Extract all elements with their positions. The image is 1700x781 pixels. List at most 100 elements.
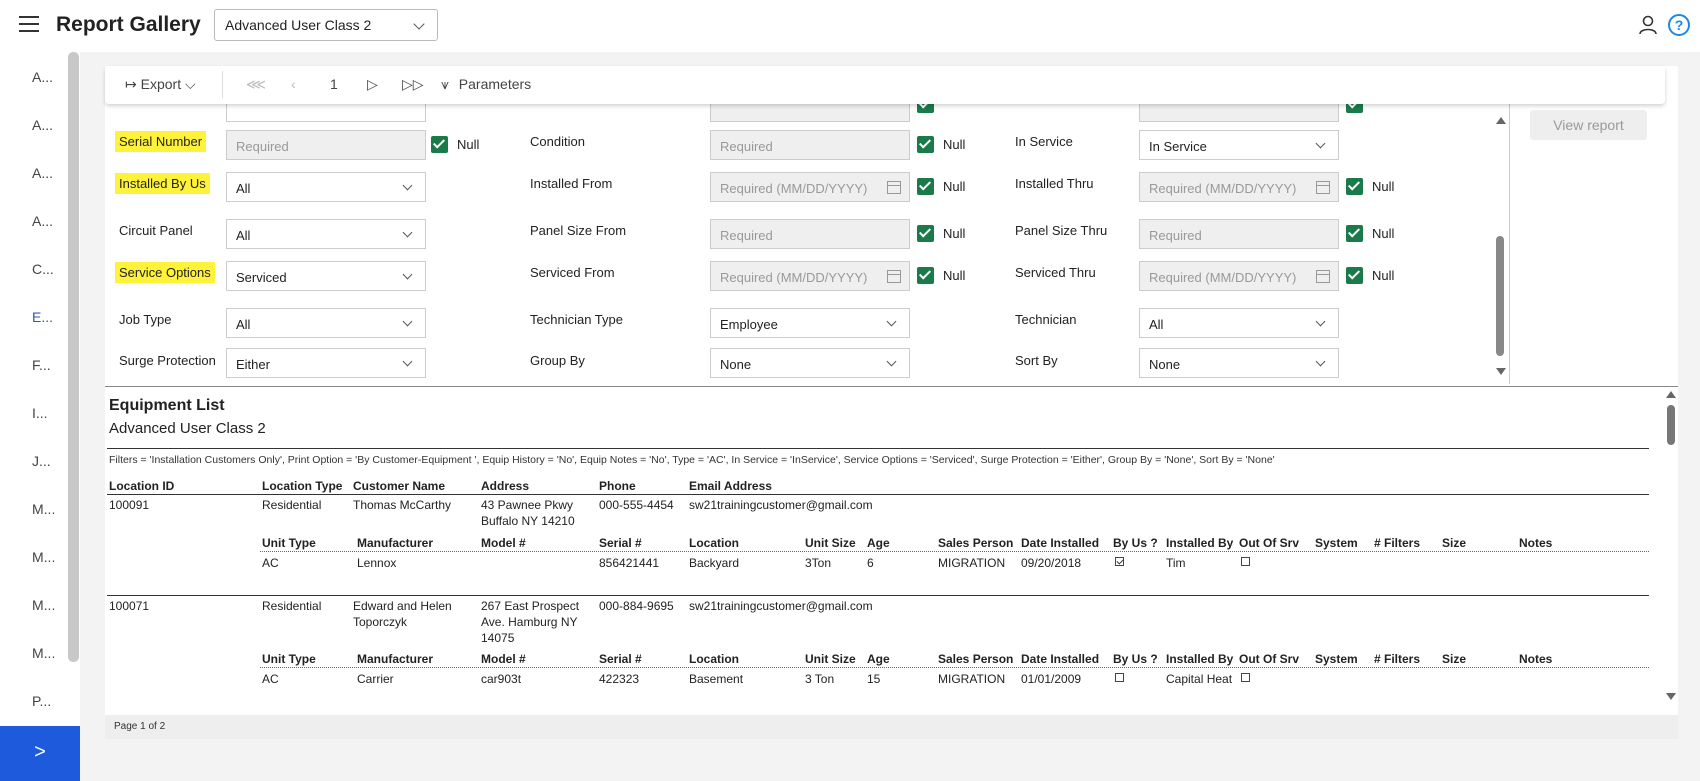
sidebar-item[interactable]: M...: [32, 501, 56, 517]
null-checkbox[interactable]: [1346, 104, 1363, 113]
panel-size-from-input[interactable]: Required: [710, 219, 910, 249]
installed-by-us-value: All: [236, 181, 251, 196]
serviced-from-input[interactable]: Required (MM/DD/YYYY): [710, 261, 910, 291]
circuit-panel-select[interactable]: All: [226, 219, 426, 249]
report-subtitle: Advanced User Class 2: [109, 420, 266, 437]
calendar-icon[interactable]: [887, 181, 901, 194]
in-service-label: In Service: [1015, 134, 1073, 149]
technician-type-value: Employee: [720, 317, 778, 332]
panel-size-thru-input[interactable]: Required: [1139, 219, 1339, 249]
job-type-value: All: [236, 317, 251, 332]
sidebar-item[interactable]: C...: [32, 261, 54, 277]
scrollbar-thumb[interactable]: [1496, 236, 1504, 356]
sidebar-expand-button[interactable]: >: [0, 726, 80, 781]
col-system: System: [1315, 536, 1358, 550]
sidebar-item[interactable]: P...: [32, 693, 52, 709]
previous-page-icon[interactable]: ‹: [291, 76, 296, 92]
parameters-button[interactable]: ⩛ Parameters: [441, 76, 531, 93]
cell-email: sw21trainingcustomer@gmail.com: [689, 599, 873, 613]
null-checkbox[interactable]: [917, 104, 934, 113]
header-rule: [107, 494, 1649, 495]
cell-address: 267 East Prospect Ave. Hamburg NY 14075: [481, 598, 579, 646]
installed-by-us-select[interactable]: All: [226, 172, 426, 202]
serial-number-null-checkbox[interactable]: [431, 136, 448, 153]
last-page-icon[interactable]: ▷▷: [402, 76, 424, 92]
sort-by-select[interactable]: None: [1139, 348, 1339, 378]
sidebar-item[interactable]: A...: [32, 165, 54, 181]
serviced-from-label: Serviced From: [530, 265, 615, 280]
hamburger-menu-icon[interactable]: [19, 16, 39, 32]
technician-select[interactable]: All: [1139, 308, 1339, 338]
in-service-select[interactable]: In Service: [1139, 130, 1339, 160]
next-page-icon[interactable]: ▷: [367, 76, 378, 92]
null-label: Null: [943, 268, 966, 283]
calendar-icon[interactable]: [1316, 181, 1330, 194]
sidebar-item[interactable]: A...: [32, 213, 54, 229]
panel-size-from-null-checkbox[interactable]: [917, 225, 934, 242]
cell-phone: 000-555-4454: [599, 498, 674, 512]
null-label: Null: [943, 179, 966, 194]
installed-from-null-checkbox[interactable]: [917, 178, 934, 195]
calendar-icon[interactable]: [1316, 270, 1330, 283]
sidebar-item[interactable]: I...: [32, 405, 48, 421]
technician-type-label: Technician Type: [530, 312, 623, 327]
sidebar-item[interactable]: A...: [32, 69, 54, 85]
service-options-select[interactable]: Serviced: [226, 261, 426, 291]
sidebar-item[interactable]: M...: [32, 549, 56, 565]
cell-location-type: Residential: [262, 599, 322, 613]
null-label: Null: [943, 226, 966, 241]
sidebar-item[interactable]: F...: [32, 357, 51, 373]
scroll-up-icon[interactable]: [1666, 391, 1676, 398]
serial-number-input[interactable]: Required: [226, 130, 426, 160]
serviced-thru-input[interactable]: Required (MM/DD/YYYY): [1139, 261, 1339, 291]
user-icon[interactable]: [1638, 15, 1658, 35]
installed-thru-null-checkbox[interactable]: [1346, 178, 1363, 195]
page-number[interactable]: 1: [330, 76, 338, 92]
help-icon[interactable]: ?: [1668, 14, 1690, 36]
sidebar-scrollbar[interactable]: [68, 52, 79, 662]
sidebar-item[interactable]: M...: [32, 645, 56, 661]
sidebar-item[interactable]: M...: [32, 597, 56, 613]
surge-protection-select[interactable]: Either: [226, 348, 426, 378]
sort-by-label: Sort By: [1015, 353, 1058, 368]
serial-number-label: Serial Number: [115, 131, 207, 152]
col-address: Address: [481, 479, 530, 493]
calendar-icon[interactable]: [887, 270, 901, 283]
scroll-down-icon[interactable]: [1666, 693, 1676, 700]
hidden-field[interactable]: [226, 104, 426, 122]
view-report-button[interactable]: View report: [1530, 110, 1647, 140]
hidden-field[interactable]: [710, 104, 910, 122]
panel-size-from-label: Panel Size From: [530, 223, 627, 238]
serviced-from-null-checkbox[interactable]: [917, 267, 934, 284]
sidebar-item[interactable]: J...: [32, 453, 51, 469]
scroll-up-icon[interactable]: [1496, 117, 1506, 124]
address-line: 267 East Prospect: [481, 599, 580, 613]
serviced-thru-null-checkbox[interactable]: [1346, 267, 1363, 284]
null-label: Null: [1372, 226, 1395, 241]
installed-thru-input[interactable]: Required (MM/DD/YYYY): [1139, 172, 1339, 202]
chevron-down-icon: [1315, 138, 1326, 149]
report-scrollbar[interactable]: [1666, 401, 1676, 691]
report-select-value: Advanced User Class 2: [225, 17, 372, 33]
scrollbar-thumb[interactable]: [1667, 405, 1675, 445]
job-type-select[interactable]: All: [226, 308, 426, 338]
cell-phone: 000-884-9695: [599, 599, 674, 613]
condition-input[interactable]: Required: [710, 130, 910, 160]
condition-null-checkbox[interactable]: [917, 136, 934, 153]
installed-from-input[interactable]: Required (MM/DD/YYYY): [710, 172, 910, 202]
col-unit-size: Unit Size: [805, 652, 856, 666]
export-label: Export: [140, 76, 182, 92]
cell-installed-by: Tim: [1166, 556, 1186, 570]
export-button[interactable]: ↦ Export ⌵: [125, 76, 196, 93]
group-by-select[interactable]: None: [710, 348, 910, 378]
surge-protection-value: Either: [236, 357, 270, 372]
hidden-field[interactable]: [1139, 104, 1339, 122]
sidebar-item[interactable]: A...: [32, 117, 54, 133]
sidebar-item-active[interactable]: E...: [32, 309, 54, 325]
parameters-scrollbar[interactable]: [1495, 126, 1505, 376]
first-page-icon[interactable]: ⋘: [246, 76, 266, 92]
panel-size-thru-null-checkbox[interactable]: [1346, 225, 1363, 242]
scroll-down-icon[interactable]: [1496, 368, 1506, 375]
technician-type-select[interactable]: Employee: [710, 308, 910, 338]
report-select[interactable]: Advanced User Class 2: [214, 9, 438, 41]
